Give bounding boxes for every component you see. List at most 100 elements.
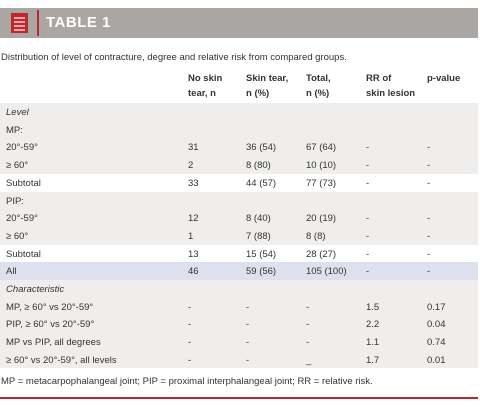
table-row: Level bbox=[0, 103, 478, 121]
table-cell: 15 (54) bbox=[246, 248, 277, 260]
table-cell: - bbox=[246, 337, 250, 349]
table-cell: 1 bbox=[188, 230, 194, 242]
table-cell: - bbox=[366, 248, 370, 260]
table-cell: 0.17 bbox=[427, 301, 446, 313]
table-cell: 31 bbox=[188, 142, 199, 154]
table-cell: 67 (64) bbox=[306, 142, 337, 154]
table-cell: 36 (54) bbox=[246, 142, 277, 154]
row-label: PIP: bbox=[6, 195, 24, 207]
table-cell: - bbox=[366, 142, 370, 154]
header-bar bbox=[0, 8, 478, 38]
table-row: Characteristic bbox=[0, 280, 478, 298]
table-cell: - bbox=[366, 266, 370, 278]
row-label: MP vs PIP, all degrees bbox=[6, 337, 101, 349]
table-cell: - bbox=[366, 160, 370, 172]
row-label: Subtotal bbox=[6, 177, 41, 189]
row-label: 20°-59° bbox=[6, 213, 38, 225]
table-cell: - bbox=[427, 230, 431, 242]
table-title: TABLE 1 bbox=[46, 14, 111, 31]
table-row: ≥ 60° vs 20°-59°, all levels - - _ 1.7 0.01 bbox=[0, 350, 478, 369]
row-label: ≥ 60° bbox=[6, 160, 29, 172]
table-row: ≥ 60° 2 8 (80) 10 (10) - - bbox=[0, 156, 478, 174]
row-label: All bbox=[6, 266, 17, 278]
column-header: p-value bbox=[427, 73, 461, 84]
column-header: Skin tear, bbox=[246, 73, 289, 84]
table-cell: 1.7 bbox=[366, 354, 380, 366]
table-row: PIP, ≥ 60° vs 20°-59° - - - 2.2 0.04 bbox=[0, 315, 478, 334]
row-label: ≥ 60° bbox=[6, 230, 29, 242]
column-header: n (%) bbox=[246, 88, 270, 99]
table-cell: 8 (40) bbox=[246, 213, 271, 225]
table-cell: 77 (73) bbox=[306, 177, 337, 189]
row-label: PIP, ≥ 60° vs 20°-59° bbox=[6, 319, 95, 331]
table-cell: 59 (56) bbox=[246, 266, 277, 278]
table-cell: - bbox=[366, 177, 370, 189]
table-row: Subtotal 33 44 (57) 77 (73) - - bbox=[0, 173, 478, 192]
table-cell: - bbox=[427, 160, 431, 172]
table-cell: - bbox=[306, 337, 310, 349]
table-cell: - bbox=[427, 177, 431, 189]
table-cell: 2.2 bbox=[366, 319, 380, 331]
table-cell: - bbox=[366, 230, 370, 242]
table-cell: 8 (8) bbox=[306, 230, 326, 242]
table-cell: - bbox=[366, 213, 370, 225]
table-row: Subtotal 13 15 (54) 28 (27) - - bbox=[0, 244, 478, 263]
caption: Distribution of level of contracture, de… bbox=[1, 52, 347, 63]
table-cell: 0.01 bbox=[427, 354, 446, 366]
row-label: MP, ≥ 60° vs 20°-59° bbox=[6, 301, 94, 313]
table-cell: 1.5 bbox=[366, 301, 380, 313]
table-cell: 0.04 bbox=[427, 319, 446, 331]
table-row: 20°-59° 31 36 (54) 67 (64) - - bbox=[0, 138, 478, 157]
header-icon bbox=[11, 10, 39, 36]
table-cell: - bbox=[188, 319, 192, 331]
table-cell: 12 bbox=[188, 213, 199, 225]
row-label: ≥ 60° vs 20°-59°, all levels bbox=[6, 354, 117, 366]
row-label: Characteristic bbox=[6, 284, 65, 295]
table-cell: 0.74 bbox=[427, 337, 446, 349]
table-row: MP vs PIP, all degrees - - - 1.1 0.74 bbox=[0, 333, 478, 351]
footnote: MP = metacarpophalangeal joint; PIP = pr… bbox=[1, 376, 373, 387]
table-cell: _ bbox=[306, 354, 312, 366]
table-cell: 7 (88) bbox=[246, 230, 271, 242]
column-header: Total, bbox=[306, 73, 331, 84]
table-row: MP: bbox=[0, 120, 478, 139]
table-row: PIP: bbox=[0, 191, 478, 210]
table-cell: 46 bbox=[188, 266, 199, 278]
table-cell: - bbox=[427, 248, 431, 260]
table-cell: 13 bbox=[188, 248, 199, 260]
column-header: RR of bbox=[366, 73, 392, 84]
table-row: ≥ 60° 1 7 (88) 8 (8) - - bbox=[0, 226, 478, 245]
table-row: All 46 59 (56) 105 (100) - - bbox=[0, 262, 478, 280]
column-header: No skin bbox=[188, 73, 223, 84]
column-header: tear, n bbox=[188, 88, 216, 99]
table-cell: - bbox=[427, 142, 431, 154]
table-cell: - bbox=[246, 354, 250, 366]
column-header: n (%) bbox=[306, 88, 330, 99]
table-cell: - bbox=[306, 319, 310, 331]
table-cell: 1.1 bbox=[366, 337, 380, 349]
table-cell: - bbox=[188, 354, 192, 366]
table-cell: 2 bbox=[188, 160, 194, 172]
table-cell: - bbox=[188, 337, 192, 349]
table-cell: 20 (19) bbox=[306, 213, 337, 225]
table-cell: 10 (10) bbox=[306, 160, 337, 172]
table-cell: - bbox=[427, 266, 431, 278]
row-label: MP: bbox=[6, 124, 23, 136]
column-header: skin lesion bbox=[366, 88, 416, 99]
table-row: MP, ≥ 60° vs 20°-59° - - - 1.5 0.17 bbox=[0, 297, 478, 316]
table-cell: - bbox=[306, 301, 310, 313]
row-label: Subtotal bbox=[6, 248, 41, 260]
table-cell: - bbox=[188, 301, 192, 313]
row-label: Level bbox=[6, 107, 29, 118]
table-cell: 8 (80) bbox=[246, 160, 271, 172]
table-cell: - bbox=[246, 319, 250, 331]
table-cell: 33 bbox=[188, 177, 199, 189]
row-label: 20°-59° bbox=[6, 142, 38, 154]
table-row: 20°-59° 12 8 (40) 20 (19) - - bbox=[0, 209, 478, 227]
table-cell: 28 (27) bbox=[306, 248, 337, 260]
table-cell: - bbox=[427, 213, 431, 225]
table-cell: 105 (100) bbox=[306, 266, 347, 278]
bottom-rule bbox=[0, 397, 478, 399]
table-cell: - bbox=[246, 301, 250, 313]
